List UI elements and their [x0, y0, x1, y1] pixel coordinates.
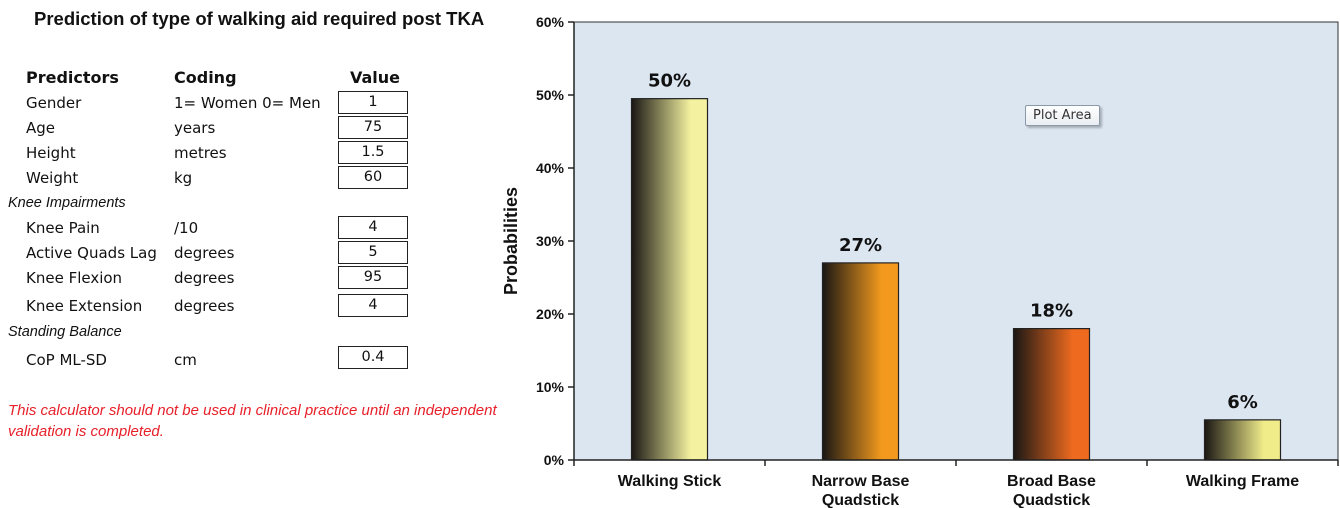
predictor-age-coding: years: [174, 119, 216, 137]
predictor-cop-coding: cm: [174, 351, 197, 369]
y-tick-label: 60%: [536, 14, 565, 30]
predictor-knee-pain-value[interactable]: 4: [338, 216, 408, 239]
x-category-label: Walking Stick: [618, 473, 722, 490]
predictor-knee-pain-coding: /10: [174, 219, 199, 237]
value-header: Value: [350, 68, 401, 87]
coding-header: Coding: [174, 68, 237, 87]
predictor-knee-flexion-coding: degrees: [174, 269, 235, 287]
section-standing-balance: Standing Balance: [8, 324, 122, 340]
predictor-weight-coding: kg: [174, 169, 193, 187]
predictor-gender-value[interactable]: 1: [338, 91, 408, 114]
predictor-age-label: Age: [26, 119, 56, 137]
x-category-label: Narrow Base: [812, 473, 910, 490]
x-category-label: Quadstick: [822, 492, 899, 508]
predictor-quads-lag-coding: degrees: [174, 244, 235, 262]
predictor-knee-pain-label: Knee Pain: [26, 219, 100, 237]
predictor-knee-flexion-label: Knee Flexion: [26, 269, 123, 287]
predictor-knee-extension-coding: degrees: [174, 297, 235, 315]
calculator-title: Prediction of type of walking aid requir…: [34, 8, 485, 29]
bar-data-label: 27%: [839, 235, 882, 256]
predictor-knee-extension-value[interactable]: 4: [338, 294, 408, 317]
section-knee-impairments: Knee Impairments: [8, 195, 126, 211]
y-tick-label: 30%: [536, 233, 565, 249]
predictor-height-label: Height: [26, 144, 76, 162]
bar: [1012, 328, 1091, 461]
predictor-age-value[interactable]: 75: [338, 116, 408, 139]
predictor-cop-value[interactable]: 0.4: [338, 346, 408, 369]
probability-bar-chart: 0% 10% 20% 30% 40% 50% 60% Probabilities 50% Walk…: [501, 14, 1339, 508]
x-category-label: Broad Base: [1007, 473, 1096, 490]
y-tick-label: 50%: [536, 87, 565, 103]
plot-area-tooltip: Plot Area: [1025, 105, 1100, 126]
predictor-gender-coding: 1= Women 0= Men: [174, 94, 321, 112]
predictor-quads-lag-label: Active Quads Lag: [26, 244, 157, 262]
predictor-knee-flexion-value[interactable]: 95: [338, 266, 408, 289]
predictor-quads-lag-value[interactable]: 5: [338, 241, 408, 264]
predictors-header: Predictors: [26, 68, 119, 87]
y-tick-label: 0%: [544, 452, 565, 468]
y-axis-title: Probabilities: [501, 187, 521, 295]
bar-data-label: 18%: [1030, 301, 1073, 322]
predictor-weight-label: Weight: [26, 169, 79, 187]
bar-data-label: 50%: [648, 71, 691, 92]
predictor-height-value[interactable]: 1.5: [338, 141, 408, 164]
predictor-height-coding: metres: [174, 144, 227, 162]
bar: [630, 98, 709, 461]
validation-warning: This calculator should not be used in cl…: [8, 402, 497, 440]
y-tick-label: 20%: [536, 306, 565, 322]
x-category-label: Quadstick: [1013, 492, 1090, 508]
y-tick-label: 10%: [536, 379, 565, 395]
bar-data-label: 6%: [1227, 392, 1258, 413]
predictor-gender-label: Gender: [26, 94, 82, 112]
y-tick-label: 40%: [536, 160, 565, 176]
bar: [1203, 419, 1282, 461]
bar: [821, 262, 900, 461]
predictor-cop-label: CoP ML-SD: [26, 351, 107, 369]
predictor-weight-value[interactable]: 60: [338, 166, 408, 189]
predictor-knee-extension-label: Knee Extension: [26, 297, 143, 315]
calculator-panel: Prediction of type of walking aid requir…: [0, 0, 520, 508]
x-category-label: Walking Frame: [1186, 473, 1299, 490]
